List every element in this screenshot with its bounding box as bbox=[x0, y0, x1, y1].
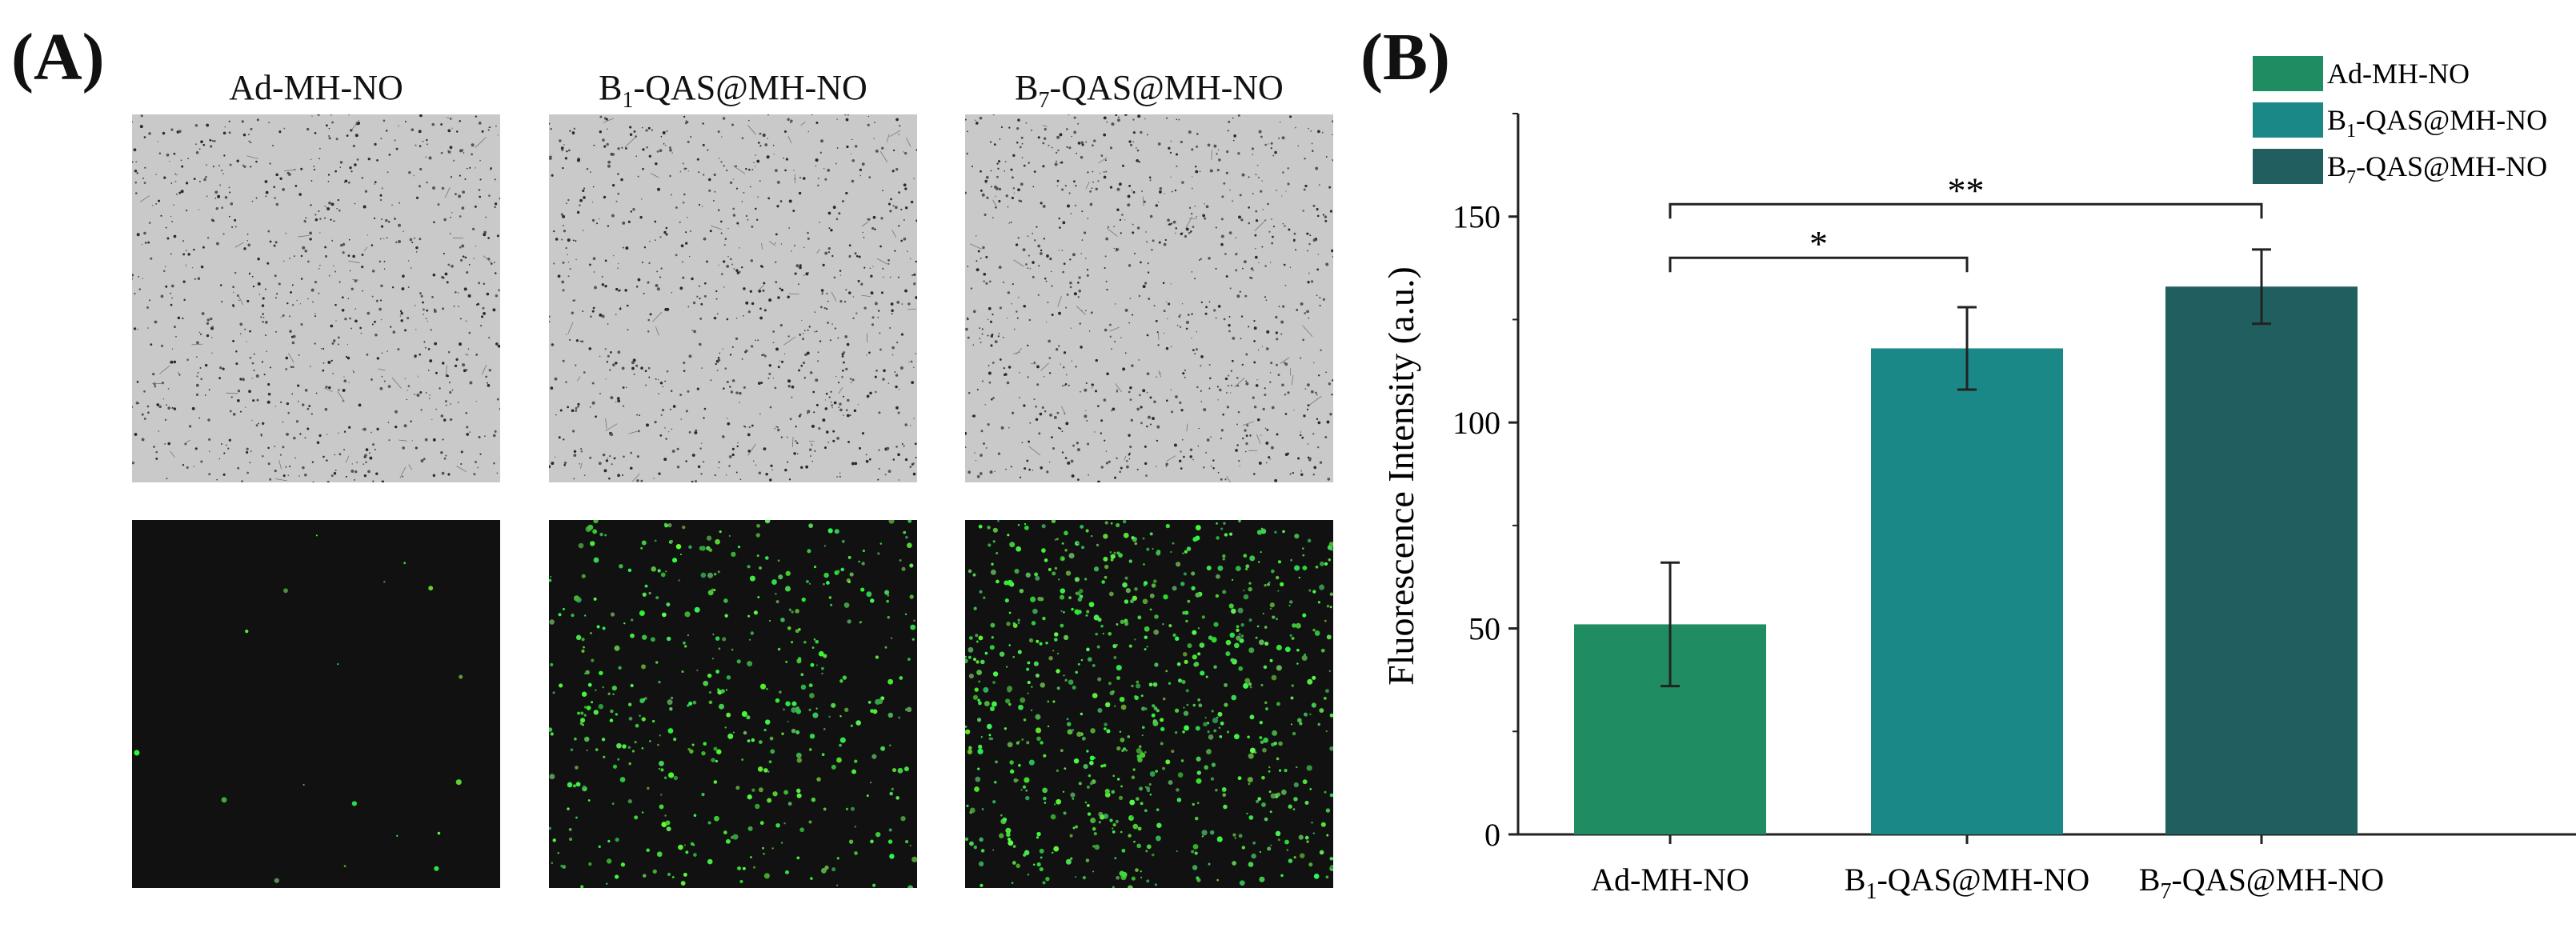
bar bbox=[1871, 348, 2063, 834]
legend-label: B7-QAS@MH-NO bbox=[2327, 150, 2547, 188]
y-tick-label: 50 bbox=[1468, 611, 1500, 647]
legend-label: B1-QAS@MH-NO bbox=[2327, 104, 2547, 142]
fluorescence-image-b7-qas bbox=[965, 520, 1333, 888]
fluorescence-field bbox=[965, 520, 1333, 888]
error-bars-group bbox=[1661, 248, 2271, 688]
bar bbox=[2165, 286, 2358, 834]
legend-swatch bbox=[2253, 149, 2323, 184]
fluorescence-field bbox=[549, 520, 917, 888]
significance-bracket bbox=[1669, 256, 1969, 273]
panel-b-label: (B) bbox=[1360, 20, 1450, 94]
brightfield-image-ad-mh-no bbox=[132, 114, 500, 482]
legend: Ad-MH-NO B1-QAS@MH-NO B7-QAS@MH-NO bbox=[2253, 56, 2547, 188]
brightfield-field bbox=[132, 114, 500, 482]
panel-a-label: (A) bbox=[11, 20, 105, 94]
column-title-b1-qas: B1-QAS@MH-NO bbox=[599, 68, 867, 113]
brightfield-field bbox=[965, 114, 1333, 482]
significance-label: * bbox=[1809, 223, 1828, 264]
y-tick-label: 150 bbox=[1452, 199, 1500, 235]
y-axis-label: Fluorescence Intensity (a.u.) bbox=[1380, 266, 1421, 686]
bar-chart: 0 50 100 150 Ad-MH-NO B1-QAS@MH-NO B7-QAS@MH-N… bbox=[1380, 56, 2576, 904]
x-tick-label: Ad-MH-NO bbox=[1591, 862, 1749, 898]
column-title-ad-mh-no: Ad-MH-NO bbox=[229, 68, 403, 107]
bars-group bbox=[1574, 286, 2358, 834]
brightfield-image-b1-qas bbox=[549, 114, 917, 482]
brightfield-field bbox=[549, 114, 917, 482]
significance-bracket bbox=[1669, 202, 2263, 219]
legend-swatch bbox=[2253, 56, 2323, 91]
fluorescence-image-ad-mh-no bbox=[132, 520, 500, 888]
legend-label: Ad-MH-NO bbox=[2327, 58, 2470, 90]
fluorescence-image-b1-qas bbox=[549, 520, 917, 888]
significance-label: ** bbox=[1948, 170, 1985, 210]
y-tick-label: 100 bbox=[1452, 405, 1500, 441]
brightfield-image-b7-qas bbox=[965, 114, 1333, 482]
x-tick-label: B1-QAS@MH-NO bbox=[1845, 862, 2089, 904]
y-tick-label: 0 bbox=[1484, 817, 1500, 853]
fluorescence-field bbox=[132, 520, 500, 888]
legend-swatch bbox=[2253, 102, 2323, 138]
column-title-b7-qas: B7-QAS@MH-NO bbox=[1015, 68, 1284, 113]
x-tick-label: B7-QAS@MH-NO bbox=[2139, 862, 2384, 904]
significance-group: *** bbox=[1669, 170, 2263, 273]
